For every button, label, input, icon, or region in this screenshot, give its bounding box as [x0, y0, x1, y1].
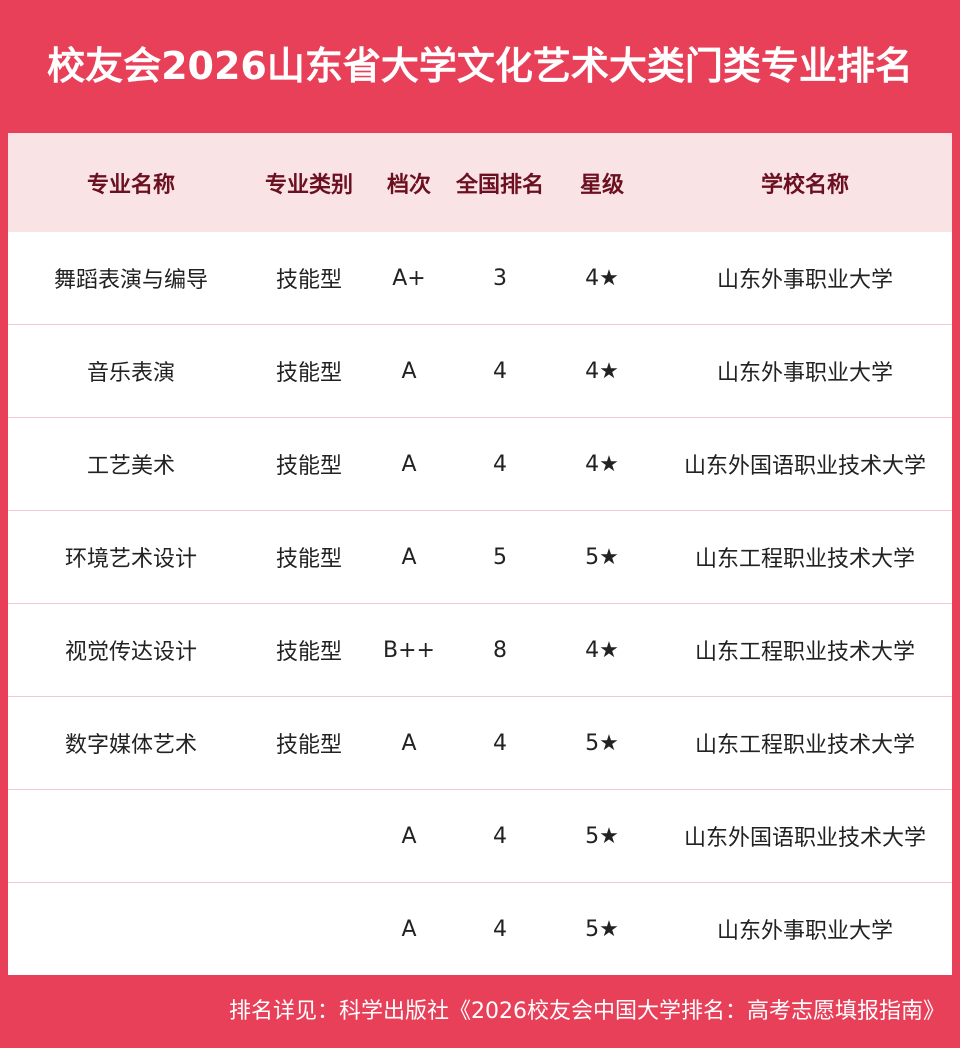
table-cell: A: [401, 916, 417, 942]
table-cell: B++: [364, 603, 454, 697]
table-cell: 数字媒体艺术: [8, 696, 254, 790]
column-header: 档次: [364, 133, 454, 232]
table-cell: 5: [454, 510, 546, 604]
table-cell: 山东外事职业大学: [658, 232, 952, 325]
table-panel: 专业名称 专业类别 档次 全国排名 星级 学校名称 舞蹈表演与编导 技能型 A+ 3 4★ 山东外事…: [8, 133, 952, 975]
table-cell: 山东外事职业大学: [658, 324, 952, 418]
table-row: 视觉传达设计 技能型 B++ 8 4★ 山东工程职业技术大学: [8, 603, 952, 697]
empty-cell: [254, 883, 364, 976]
empty-cell: [8, 789, 254, 883]
table-cell: 山东工程职业技术大学: [658, 510, 952, 604]
column-header: 全国排名: [454, 133, 546, 232]
table-cell: 视觉传达设计: [8, 603, 254, 697]
table-cell: 4★: [546, 417, 658, 511]
table-cell: A+: [364, 232, 454, 325]
empty-cell: [254, 789, 364, 883]
column-header: 专业类别: [254, 133, 364, 232]
table-cell: 山东外国语职业技术大学: [658, 789, 952, 883]
table-cell: 技能型: [254, 417, 364, 511]
column-header: 专业名称: [8, 133, 254, 232]
title: 校友会2026山东省大学文化艺术大类门类专业排名: [47, 44, 913, 88]
table-cell: A: [364, 324, 454, 418]
table-cell: A: [364, 510, 454, 604]
table-cell: A: [364, 417, 454, 511]
table-cell: 技能型: [254, 696, 364, 790]
table-cell: 4: [454, 324, 546, 418]
table-cell: 3: [454, 232, 546, 325]
table-cell: A: [364, 696, 454, 790]
table-cell: 山东工程职业技术大学: [658, 603, 952, 697]
table-cell: 技能型: [254, 603, 364, 697]
table-cell: 环境艺术设计: [8, 510, 254, 604]
table-row: 工艺美术 技能型 A 4 4★ 山东外国语职业技术大学: [8, 417, 952, 511]
table-cell: 4★: [546, 603, 658, 697]
table-cell: 山东工程职业技术大学: [658, 696, 952, 790]
table-cell: 5★: [546, 696, 658, 790]
table-cell: A: [364, 789, 454, 883]
table-cell: 舞蹈表演与编导: [8, 232, 254, 325]
table-row: A 4 5★ 山东外国语职业技术大学: [8, 789, 952, 883]
table-cell: 山东外事职业大学: [716, 919, 893, 944]
table-cell: 8: [454, 603, 546, 697]
ranking-table: 专业名称 专业类别 档次 全国排名 星级 学校名称 舞蹈表演与编导 技能型 A+ 3 4★ 山东外事…: [8, 133, 952, 975]
table-cell: 4: [454, 789, 546, 883]
table-cell: 音乐表演: [8, 324, 254, 418]
table-cell: 4★: [546, 324, 658, 418]
table-cell: 技能型: [254, 232, 364, 325]
table-cell: 4: [454, 696, 546, 790]
footer-note: 排名详见：科学出版社《2026校友会中国大学排名：高考志愿填报指南》: [229, 999, 945, 1024]
table-row: 音乐表演 技能型 A 4 4★ 山东外事职业大学: [8, 324, 952, 418]
column-header: 星级: [546, 133, 658, 232]
header-row: 专业名称 专业类别 档次 全国排名 星级 学校名称: [8, 133, 952, 232]
table-row: 舞蹈表演与编导 技能型 A+ 3 4★ 山东外事职业大学: [8, 232, 952, 325]
table-body: 舞蹈表演与编导 技能型 A+ 3 4★ 山东外事职业大学 音乐表演 技能型 A 4 4★ 山东外事职业…: [8, 232, 952, 975]
table-cell: 技能型: [254, 510, 364, 604]
table-cell: 5★: [585, 916, 619, 942]
table-cell: 技能型: [254, 324, 364, 418]
table-cell: 工艺美术: [8, 417, 254, 511]
table-row: 数字媒体艺术 技能型 A 4 5★ 山东工程职业技术大学: [8, 696, 952, 790]
table-cell: 4★: [546, 232, 658, 325]
empty-cell: [8, 883, 254, 976]
column-header: 学校名称: [658, 133, 952, 232]
table-row: 环境艺术设计 技能型 A 5 5★ 山东工程职业技术大学: [8, 510, 952, 604]
table-cell: 山东外国语职业技术大学: [658, 417, 952, 511]
table-row: A 4 5★ 山东外事职业大学: [8, 883, 952, 976]
table-cell: 4: [454, 417, 546, 511]
table-cell: 5★: [546, 789, 658, 883]
table-cell: 4: [493, 916, 507, 942]
table-cell: 5★: [546, 510, 658, 604]
